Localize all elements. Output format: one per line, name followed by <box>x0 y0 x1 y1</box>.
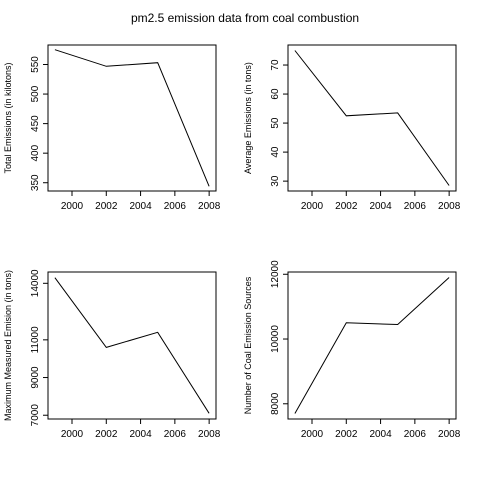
x-tick-label: 2006 <box>404 429 427 440</box>
series-line <box>54 277 210 414</box>
y-axis-title: Number of Coal Emission Sources <box>243 276 253 414</box>
y-tick-label: 30 <box>270 175 281 187</box>
y-tick-label: 9000 <box>30 366 41 389</box>
x-tick-label: 2004 <box>129 429 152 440</box>
x-tick-label: 2004 <box>369 429 392 440</box>
plot-frame <box>47 44 217 192</box>
y-axis-title: Maximum Measured Emision (in tons) <box>3 270 13 421</box>
x-tick-label: 2008 <box>198 429 221 440</box>
y-tick-label: 450 <box>30 115 41 132</box>
y-tick-label: 400 <box>30 144 41 161</box>
plot-frame <box>287 44 457 192</box>
chart-panel-1: 2000 2002 2004 2006 2008 350 400 450 500 550 Total… <box>3 44 221 212</box>
y-axis-title: Total Emissions (in kilotons) <box>3 62 13 173</box>
x-tick-label: 2000 <box>301 201 324 212</box>
chart-panel-2: 2000 2002 2004 2006 2008 30 40 50 60 70 Average Em… <box>243 44 461 212</box>
y-tick-label: 40 <box>270 146 281 158</box>
y-tick-label: 11000 <box>30 326 41 354</box>
x-tick-label: 2004 <box>129 201 152 212</box>
x-tick-label: 2002 <box>335 201 358 212</box>
series-line <box>294 50 450 186</box>
chart-panel-4: 2000 2002 2004 2006 2008 8000 10000 12000 Number… <box>243 260 461 440</box>
y-tick-label: 350 <box>30 174 41 191</box>
y-tick-label: 50 <box>270 117 281 129</box>
x-tick-label: 2006 <box>164 429 187 440</box>
y-tick-label: 12000 <box>270 260 281 288</box>
series-line <box>54 49 210 187</box>
x-tick-label: 2002 <box>335 429 358 440</box>
x-tick-label: 2008 <box>438 201 461 212</box>
chart-panel-3: 2000 2002 2004 2006 2008 7000 9000 11000 14000 Ma… <box>3 269 221 440</box>
y-tick-label: 8000 <box>270 392 281 415</box>
x-tick-label: 2000 <box>301 429 324 440</box>
plot-frame <box>287 271 457 420</box>
y-tick-label: 10000 <box>270 325 281 353</box>
y-tick-label: 70 <box>270 59 281 71</box>
x-tick-label: 2004 <box>369 201 392 212</box>
y-tick-label: 7000 <box>30 404 41 427</box>
plot-frame <box>47 271 217 420</box>
x-tick-label: 2002 <box>95 201 118 212</box>
x-tick-label: 2008 <box>198 201 221 212</box>
y-tick-label: 14000 <box>30 269 41 297</box>
y-tick-label: 550 <box>30 56 41 73</box>
series-line <box>294 277 450 414</box>
y-tick-label: 60 <box>270 88 281 100</box>
x-tick-label: 2008 <box>438 429 461 440</box>
y-axis-title: Average Emissions (in tons) <box>243 62 253 174</box>
figure-title: pm2.5 emission data from coal combustion <box>131 11 359 25</box>
x-tick-label: 2002 <box>95 429 118 440</box>
x-tick-label: 2000 <box>61 201 84 212</box>
x-tick-label: 2006 <box>164 201 187 212</box>
x-tick-label: 2006 <box>404 201 427 212</box>
y-tick-label: 500 <box>30 85 41 102</box>
x-tick-label: 2000 <box>61 429 84 440</box>
